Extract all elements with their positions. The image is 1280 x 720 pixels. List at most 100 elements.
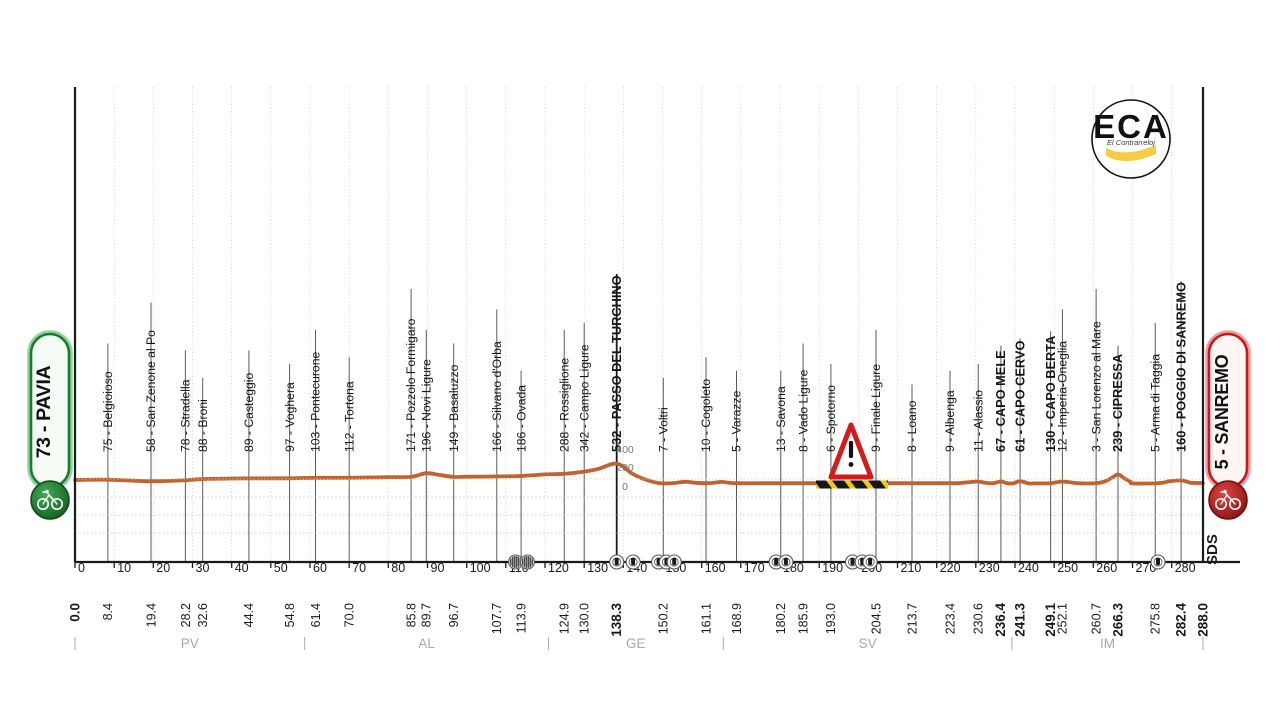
svg-text:288 - Rossiglione: 288 - Rossiglione [557, 358, 571, 452]
svg-text:70.0: 70.0 [343, 603, 357, 627]
svg-text:260.7: 260.7 [1089, 603, 1103, 634]
svg-text:19.4: 19.4 [144, 603, 158, 627]
svg-text:230.6: 230.6 [972, 603, 986, 634]
svg-text:130: 130 [587, 561, 608, 575]
svg-text:El Contrarreloj: El Contrarreloj [1107, 138, 1155, 147]
svg-text:185.9: 185.9 [796, 603, 810, 634]
svg-text:200: 200 [616, 462, 634, 474]
svg-text:239 - CIPRESSA: 239 - CIPRESSA [1110, 354, 1125, 452]
svg-text:8.4: 8.4 [101, 603, 115, 620]
svg-text:90: 90 [431, 561, 445, 575]
svg-text:342 - Campo Ligure: 342 - Campo Ligure [577, 344, 591, 452]
svg-text:186 - Ovada: 186 - Ovada [514, 385, 528, 452]
svg-text:130.0: 130.0 [578, 603, 592, 634]
svg-text:96.7: 96.7 [447, 603, 461, 627]
svg-text:3 - San Lorenzo al Mare: 3 - San Lorenzo al Mare [1089, 321, 1103, 452]
svg-text:80: 80 [391, 561, 405, 575]
svg-text:6 - Spotorno: 6 - Spotorno [824, 385, 838, 452]
svg-text:196 - Novi Ligure: 196 - Novi Ligure [420, 359, 434, 452]
svg-text:282.4: 282.4 [1173, 603, 1188, 637]
svg-text:236.4: 236.4 [993, 603, 1008, 637]
svg-text:0.0: 0.0 [67, 603, 82, 622]
svg-text:5 - Arma di Taggia: 5 - Arma di Taggia [1148, 354, 1162, 452]
svg-text:32.6: 32.6 [196, 603, 210, 627]
svg-text:113.9: 113.9 [514, 603, 528, 633]
svg-text:60: 60 [313, 561, 327, 575]
svg-text:88 - Broni: 88 - Broni [196, 399, 210, 452]
svg-text:28.2: 28.2 [179, 603, 193, 627]
svg-text:7 - Voltri: 7 - Voltri [657, 407, 671, 452]
svg-text:190: 190 [822, 561, 843, 575]
svg-text:70: 70 [352, 561, 366, 575]
svg-text:112 - Tortona: 112 - Tortona [342, 381, 356, 452]
svg-text:266.3: 266.3 [1110, 603, 1125, 637]
svg-text:160: 160 [705, 561, 726, 575]
svg-text:149 - Basaluzzo: 149 - Basaluzzo [447, 364, 461, 452]
svg-text:180.2: 180.2 [774, 603, 788, 634]
svg-text:220: 220 [940, 561, 961, 575]
svg-text:103 - Pontecurone: 103 - Pontecurone [309, 351, 323, 452]
svg-text:241.3: 241.3 [1012, 603, 1027, 637]
svg-text:85.8: 85.8 [404, 603, 418, 627]
svg-text:97 - Voghera: 97 - Voghera [283, 382, 297, 452]
svg-text:170: 170 [744, 561, 765, 575]
svg-text:100: 100 [470, 561, 491, 575]
svg-text:250: 250 [1057, 561, 1078, 575]
svg-text:260: 260 [1096, 561, 1117, 575]
svg-text:5 - Varazze: 5 - Varazze [730, 390, 744, 452]
svg-text:204.5: 204.5 [869, 603, 883, 634]
svg-text:11 - Alassio: 11 - Alassio [971, 390, 985, 452]
svg-text:SV: SV [859, 636, 877, 651]
svg-text:280: 280 [1175, 561, 1196, 575]
svg-text:10 - Cogoleto: 10 - Cogoleto [699, 379, 713, 452]
svg-text:193.0: 193.0 [824, 603, 838, 634]
svg-text:107.7: 107.7 [490, 603, 504, 634]
svg-text:50: 50 [274, 561, 288, 575]
svg-text:120: 120 [548, 561, 569, 575]
svg-text:10: 10 [117, 561, 131, 575]
svg-text:89 - Casteggio: 89 - Casteggio [242, 373, 256, 452]
svg-text:0: 0 [622, 481, 628, 493]
svg-text:8 - Vado Ligure: 8 - Vado Ligure [796, 369, 810, 452]
svg-text:PV: PV [181, 636, 199, 651]
svg-text:75 - Belgioioso: 75 - Belgioioso [101, 371, 115, 452]
svg-text:9 - Finale Ligure: 9 - Finale Ligure [869, 364, 883, 452]
svg-text:89.7: 89.7 [420, 603, 434, 627]
svg-text:252.1: 252.1 [1056, 603, 1070, 634]
svg-text:161.1: 161.1 [699, 603, 713, 634]
svg-text:13 - Savona: 13 - Savona [774, 386, 788, 452]
svg-text:275.8: 275.8 [1149, 603, 1163, 634]
svg-text:288.0: 288.0 [1195, 603, 1210, 637]
svg-text:160 - POGGIO DI SANREMO: 160 - POGGIO DI SANREMO [1173, 282, 1188, 452]
svg-text:124.9: 124.9 [558, 603, 572, 634]
svg-text:223.4: 223.4 [943, 603, 957, 634]
svg-text:61.4: 61.4 [309, 603, 323, 627]
svg-text:78 - Stradella: 78 - Stradella [179, 379, 193, 452]
svg-text:61 - CAPO CERVO: 61 - CAPO CERVO [1012, 341, 1027, 452]
svg-text:GE: GE [626, 636, 646, 651]
svg-text:210: 210 [901, 561, 922, 575]
svg-text:44.4: 44.4 [242, 603, 256, 627]
svg-text:230: 230 [979, 561, 1000, 575]
svg-text:SDS: SDS [1204, 534, 1221, 565]
svg-text:40: 40 [235, 561, 249, 575]
svg-text:168.9: 168.9 [730, 603, 744, 634]
svg-text:9 - Albenga: 9 - Albenga [943, 390, 957, 452]
svg-text:213.7: 213.7 [905, 603, 919, 634]
svg-text:400: 400 [616, 444, 634, 456]
svg-text:166 - Silvano d'Orba: 166 - Silvano d'Orba [490, 341, 504, 452]
svg-text:150.2: 150.2 [657, 603, 671, 634]
svg-text:532 - PASSO DEL TURCHINO: 532 - PASSO DEL TURCHINO [609, 275, 624, 452]
svg-text:54.8: 54.8 [283, 603, 297, 627]
svg-text:0: 0 [78, 561, 85, 575]
svg-text:AL: AL [418, 636, 435, 651]
svg-text:12 - Imperia-Oneglia: 12 - Imperia-Oneglia [1056, 341, 1070, 452]
svg-text:30: 30 [196, 561, 210, 575]
svg-text:171 - Pozzolo Formigaro: 171 - Pozzolo Formigaro [404, 318, 418, 452]
svg-text:138.3: 138.3 [609, 603, 624, 637]
svg-text:8 - Loano: 8 - Loano [905, 400, 919, 452]
svg-text:20: 20 [156, 561, 170, 575]
svg-text:67 - CAPO MELE: 67 - CAPO MELE [993, 350, 1008, 452]
svg-text:73 - PAVIA: 73 - PAVIA [33, 365, 55, 458]
svg-text:5 - SANREMO: 5 - SANREMO [1212, 354, 1232, 469]
